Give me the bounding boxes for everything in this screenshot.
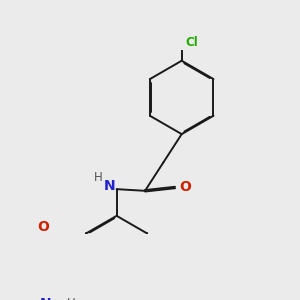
- Text: N: N: [103, 179, 115, 193]
- Text: Cl: Cl: [185, 36, 198, 49]
- Text: H: H: [94, 171, 103, 184]
- Text: H: H: [67, 297, 76, 300]
- Text: O: O: [179, 181, 191, 194]
- Text: N: N: [40, 297, 51, 300]
- Text: O: O: [37, 220, 49, 234]
